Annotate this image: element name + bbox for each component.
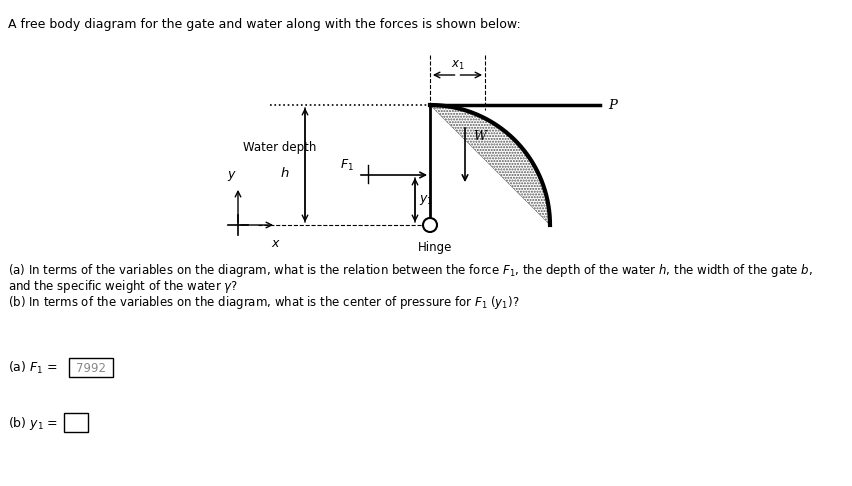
- Text: $x$: $x$: [271, 237, 280, 250]
- Text: (a) In terms of the variables on the diagram, what is the relation between the f: (a) In terms of the variables on the dia…: [8, 262, 812, 279]
- Text: (a) $F_1$ =: (a) $F_1$ =: [8, 360, 59, 376]
- Text: P: P: [607, 99, 616, 111]
- Polygon shape: [429, 105, 550, 225]
- Text: $h$: $h$: [280, 166, 290, 180]
- FancyBboxPatch shape: [69, 358, 112, 377]
- Text: and the specific weight of the water $\gamma$?: and the specific weight of the water $\g…: [8, 278, 238, 295]
- Text: $F_1$: $F_1$: [340, 158, 354, 173]
- Text: W: W: [473, 130, 486, 143]
- Text: (b) In terms of the variables on the diagram, what is the center of pressure for: (b) In terms of the variables on the dia…: [8, 294, 519, 311]
- Text: $y$: $y$: [227, 169, 237, 183]
- FancyBboxPatch shape: [64, 413, 88, 432]
- Text: $x_1$: $x_1$: [450, 59, 463, 72]
- Text: Hinge: Hinge: [417, 241, 452, 254]
- Text: Water depth: Water depth: [243, 140, 316, 154]
- Text: A free body diagram for the gate and water along with the forces is shown below:: A free body diagram for the gate and wat…: [8, 18, 520, 31]
- Circle shape: [423, 218, 436, 232]
- Text: $y_1$: $y_1$: [418, 193, 433, 207]
- Text: (b) $y_1$ =: (b) $y_1$ =: [8, 415, 60, 432]
- Text: 7992: 7992: [76, 362, 106, 375]
